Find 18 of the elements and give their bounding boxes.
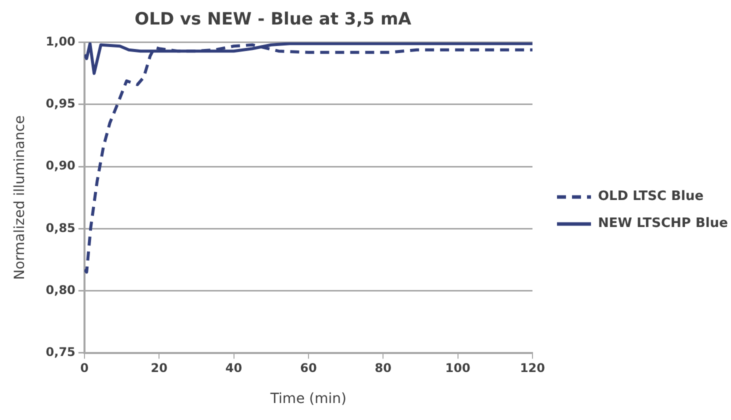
legend-label: OLD LTSC Blue <box>598 189 704 204</box>
y-tick-label: 1,00 <box>46 34 76 49</box>
x-tick-label: 100 <box>445 361 470 376</box>
x-tick-label: 120 <box>520 361 546 376</box>
x-tick-label: 80 <box>374 361 392 376</box>
y-tick-label: 0,85 <box>46 220 76 235</box>
x-axis-title: Time (min) <box>269 391 346 408</box>
x-tick-label: 20 <box>150 361 168 376</box>
y-tick-label: 0,80 <box>46 282 76 297</box>
chart-title: OLD vs NEW - Blue at 3,5 mA <box>134 10 412 30</box>
y-tick-label: 0,95 <box>46 96 76 111</box>
x-tick-label: 40 <box>225 361 242 376</box>
legend-label: NEW LTSCHP Blue <box>598 216 728 231</box>
y-tick-label: 0,75 <box>46 344 76 359</box>
y-axis-title: Normalized illuminance <box>12 115 28 280</box>
x-tick-label: 0 <box>80 361 89 376</box>
y-tick-label: 0,90 <box>46 158 76 173</box>
x-tick-label: 60 <box>300 361 317 376</box>
